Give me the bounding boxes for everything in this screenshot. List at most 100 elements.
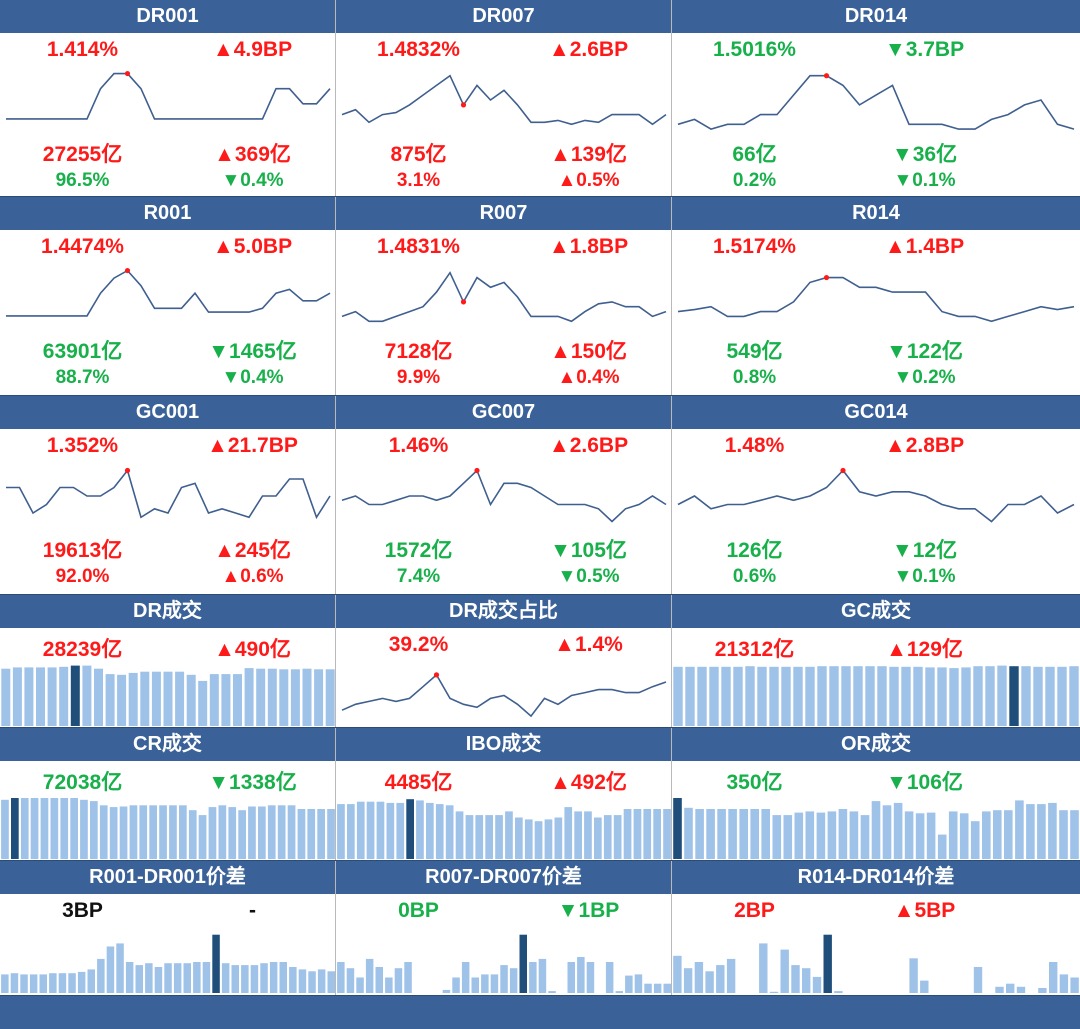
panel-gc-11-bar-latest — [1009, 666, 1018, 726]
summary-value: 2BP — [672, 899, 837, 923]
panel-cr-12-bar — [139, 805, 147, 859]
panel-ibo-13-bar — [495, 815, 503, 859]
panel-r014-dr014-17-bar — [759, 943, 767, 993]
panel-r014-dr014-17-bar — [995, 987, 1003, 993]
panel-r014-dr014-17-bar — [781, 950, 789, 993]
panel-r007-dr007-16-bar — [664, 984, 672, 993]
panel-cr-12-bar — [31, 798, 39, 859]
panel-dr-9-bar — [59, 667, 68, 726]
row-separator — [0, 727, 1080, 728]
panel-r007-dr007-16-bar — [356, 978, 364, 994]
share-value: 3.1% — [336, 170, 501, 192]
panel-r014-dr014-17-bar — [1049, 962, 1057, 993]
panel-r014-dr014-17-bar — [1017, 987, 1025, 993]
panel-or-14-bar — [817, 813, 826, 859]
panel-or-14-bar — [872, 801, 881, 859]
footer-bar — [0, 995, 1080, 1029]
panel-r001-dr001-15-bar — [241, 965, 249, 993]
panel-cr-12-bar — [288, 805, 296, 859]
volume-value: 549亿 — [672, 335, 837, 365]
rate-change: ▲4.9BP — [170, 38, 335, 62]
panel-dr-10-chart — [336, 663, 672, 726]
rate-value: 1.4831% — [336, 235, 501, 259]
panel-r001-3-series-line — [6, 271, 330, 316]
panel-dr-9-bar — [245, 668, 254, 726]
panel-cr-12-bar — [268, 805, 276, 859]
panel-r007-dr007-16-bar — [395, 968, 403, 993]
share-value: 96.5% — [0, 170, 165, 192]
panel-r001-dr001-15-bar — [20, 974, 28, 993]
panel-dr-9-bar — [221, 674, 230, 726]
share-change: ▼0.5% — [506, 566, 671, 588]
panel-dr001-0-series-line — [6, 74, 330, 119]
panel-gc-11-chart — [672, 663, 1080, 726]
share-value: 0.2% — [672, 170, 837, 192]
row-separator — [0, 860, 1080, 861]
panel-r007-dr007-16-bar — [644, 984, 652, 993]
panel-or-14-bar — [938, 835, 947, 859]
panel-dr-9-bar — [279, 669, 288, 726]
panel-dr007-1-chart — [336, 60, 672, 138]
panel-r007-dr007-16-bar — [548, 991, 556, 993]
panel-ibo-13-bar — [337, 804, 345, 859]
panel-title: DR成交占比 — [336, 595, 671, 628]
panel-ibo-13-bar — [466, 815, 474, 859]
panel-dr-9-bar — [256, 669, 265, 726]
panel-ibo-13-bar — [545, 819, 553, 859]
panel-or-14-bar — [1048, 803, 1057, 859]
panel-r001-dr001-15-bar — [97, 959, 105, 993]
panel-r001-dr001-15-bar-latest — [212, 935, 220, 993]
panel-r007-dr007-16-bar — [472, 978, 480, 994]
panel-r014-dr014-17-bar — [802, 968, 810, 993]
panel-or-14-bar — [695, 809, 704, 859]
panel-r001-dr001-15-bar — [222, 963, 230, 993]
panel-gc-11-bar — [829, 666, 838, 726]
panel-r001-dr001-15-bar — [232, 965, 240, 993]
panel-gc-11-bar — [937, 667, 946, 726]
volume-change: ▼12亿 — [842, 534, 1007, 564]
panel-r014-dr014-17-bar — [673, 956, 681, 993]
panel-cr-12-bar — [149, 805, 157, 859]
panel-dr-9-bar — [36, 667, 45, 726]
row-separator — [0, 395, 1080, 396]
share-value: 7.4% — [336, 566, 501, 588]
panel-r007-dr007-16-chart — [336, 929, 672, 993]
panel-r001-dr001-15-bar — [11, 973, 19, 993]
panel-dr-9-bar — [268, 669, 277, 726]
share-value: 92.0% — [0, 566, 165, 588]
panel-r001-dr001-15-bar — [164, 963, 172, 993]
panel-r007-dr007-16-bar — [443, 990, 451, 993]
panel-dr-9-bar — [152, 672, 161, 726]
volume-value: 7128亿 — [336, 335, 501, 365]
panel-gc-11-bar — [1069, 666, 1078, 726]
panel-r001-3-peak-point — [125, 268, 130, 273]
volume-value: 1572亿 — [336, 534, 501, 564]
panel-gc-11-bar — [985, 666, 994, 726]
panel-or-14-bar — [773, 815, 782, 859]
panel-r001-dr001-15-bar — [260, 963, 268, 993]
panel-gc001-6-peak-point — [125, 468, 130, 473]
panel-gc-11-bar — [733, 667, 742, 726]
panel-cr-12-bar — [130, 805, 138, 859]
share-change: ▼0.4% — [170, 367, 335, 389]
panel-r007-dr007-16-bar — [654, 984, 662, 993]
rate-change: ▲1.8BP — [506, 235, 671, 259]
panel-or-14-bar-latest — [673, 798, 682, 859]
panel-title: R007 — [336, 197, 671, 230]
panel-r007-dr007-16-bar — [404, 962, 412, 993]
share-change: ▼0.4% — [170, 170, 335, 192]
summary-change: ▼1338亿 — [170, 766, 335, 796]
share-change: ▼0.1% — [842, 170, 1007, 192]
panel-r001-dr001-15-bar — [174, 963, 182, 993]
panel-or-14-bar — [717, 809, 726, 859]
panel-or-14-bar — [861, 815, 870, 859]
panel-or-14-bar — [916, 813, 925, 859]
panel-ibo-13-bar — [515, 818, 523, 860]
panel-ibo-13-bar — [396, 803, 404, 859]
panel-r001-dr001-15-bar — [280, 962, 288, 993]
panel-r007-4-series-line — [342, 273, 666, 322]
